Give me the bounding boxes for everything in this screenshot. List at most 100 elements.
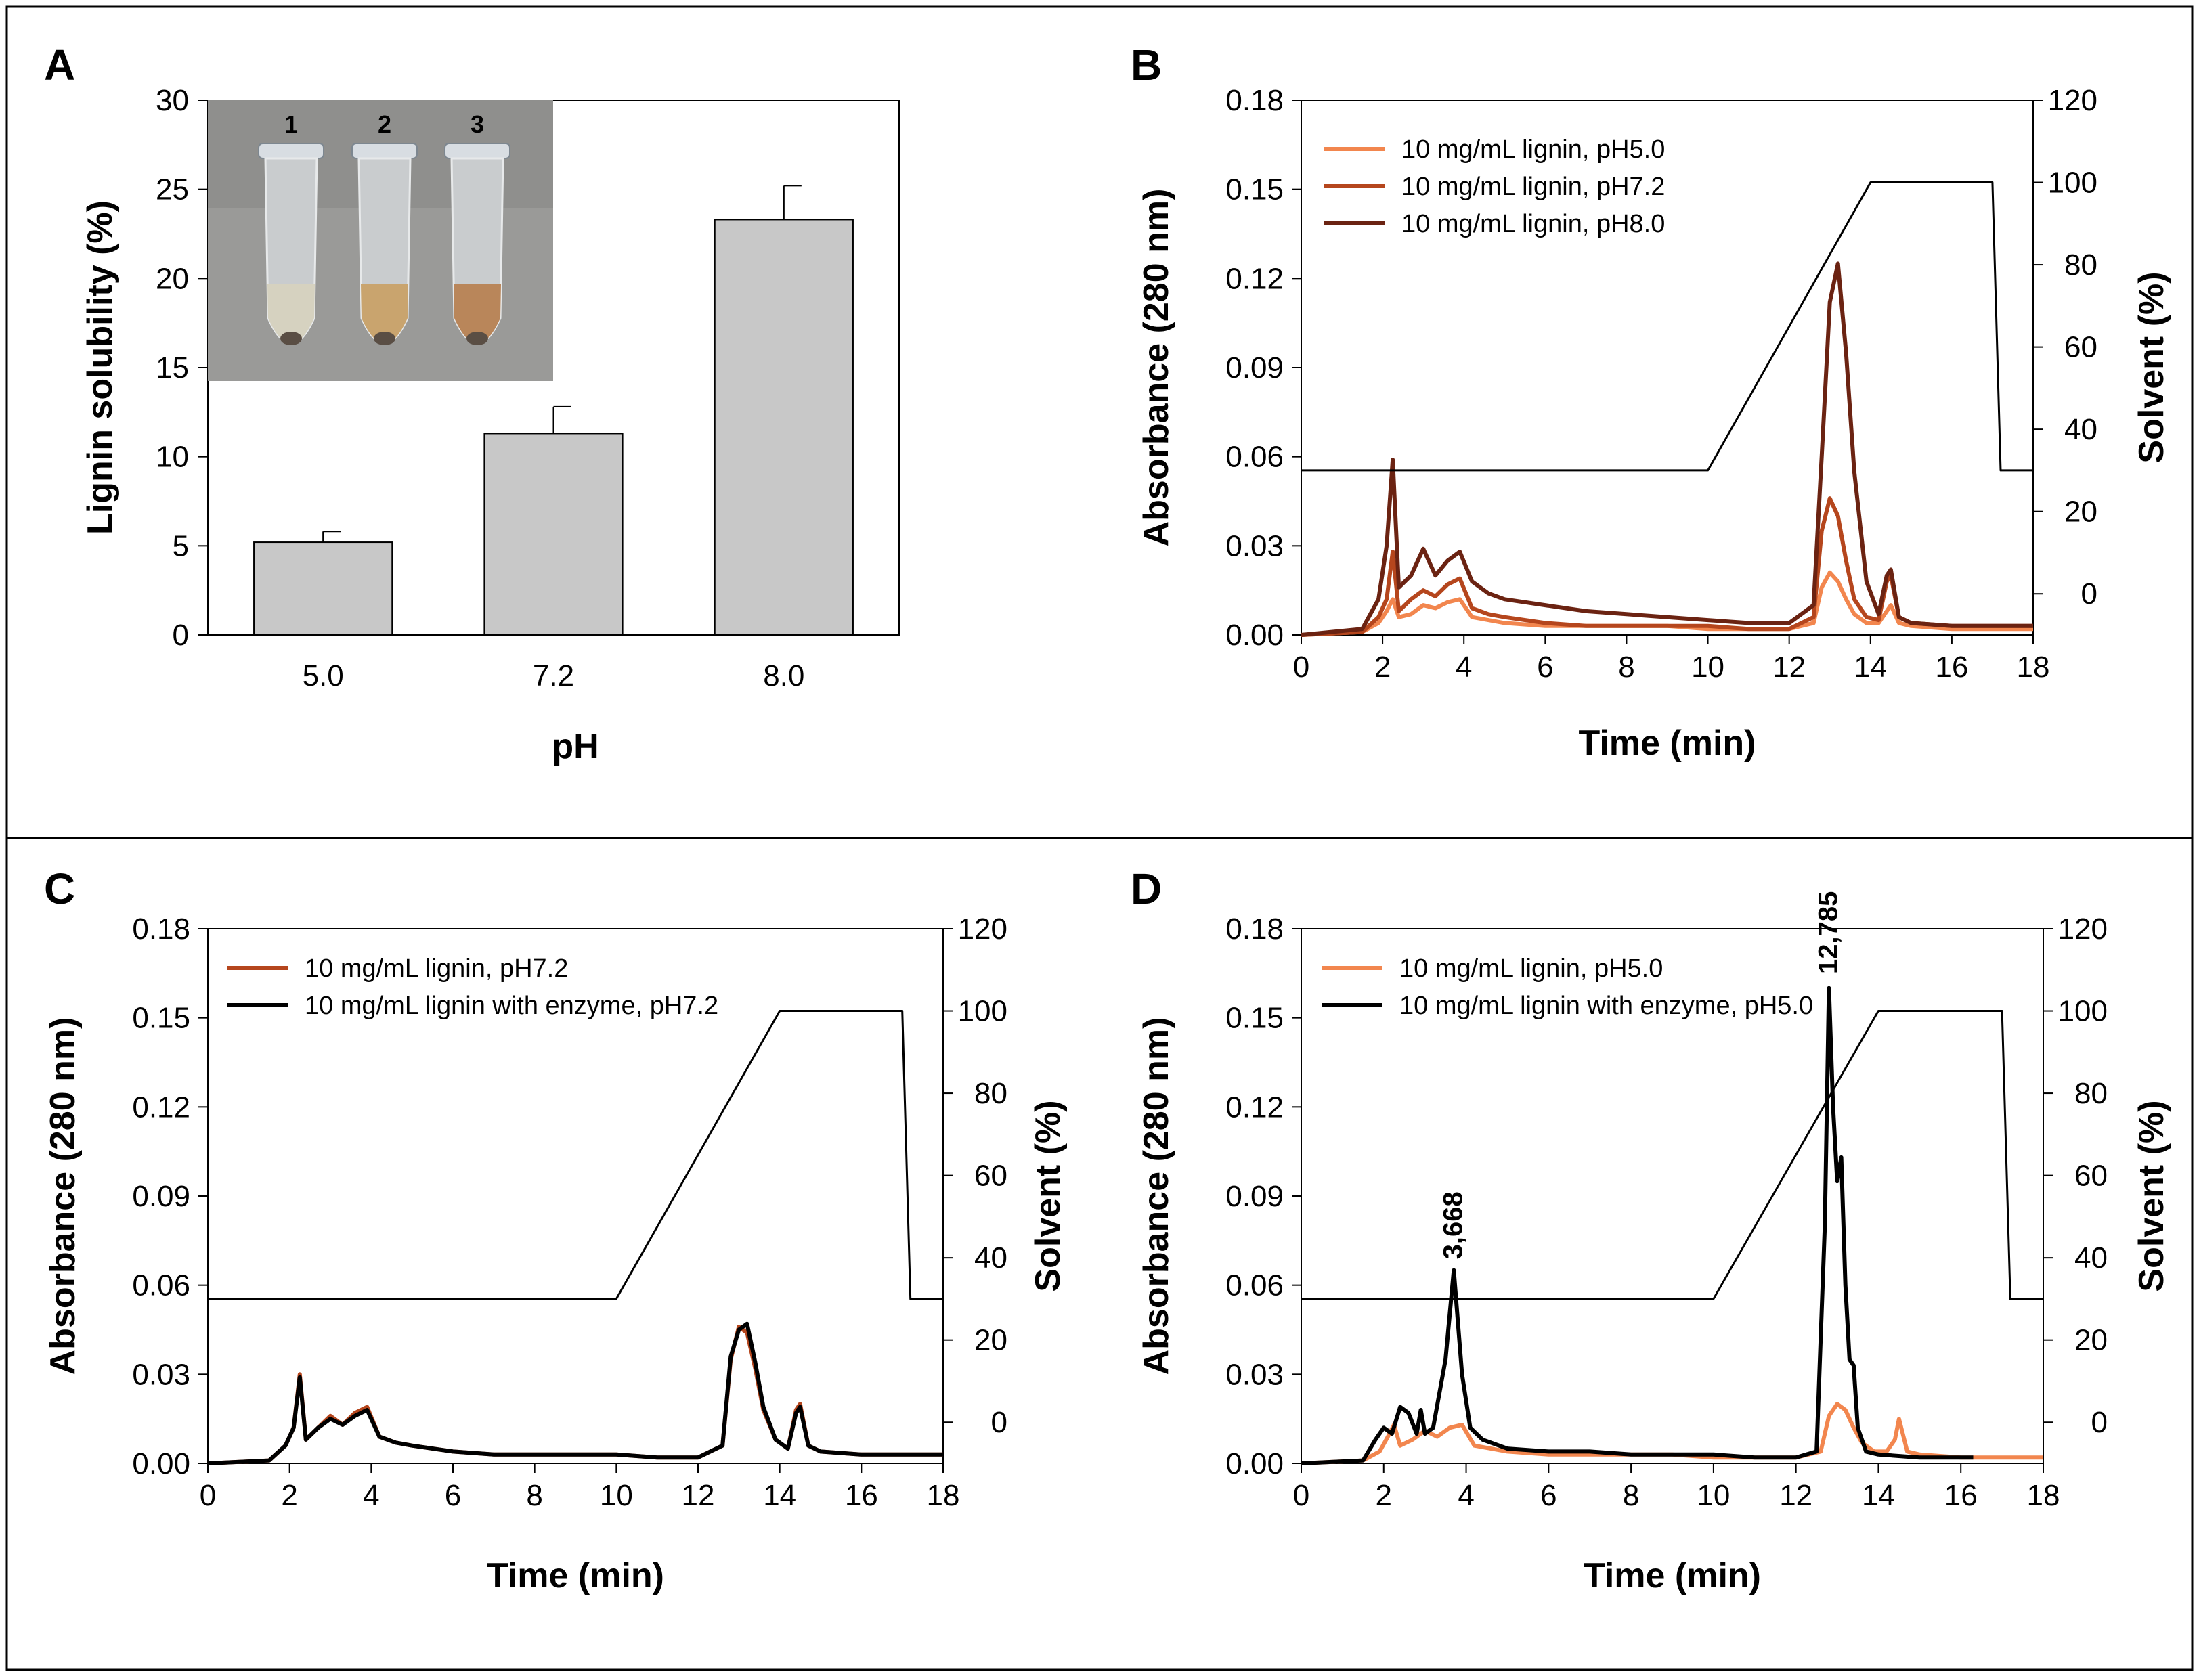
x-tick-label: 16 — [1935, 650, 1968, 684]
panel-letter-b: B — [1131, 41, 1162, 89]
y2-tick-label: 40 — [2064, 413, 2097, 446]
panel-a-chart: 5.0 7.2 8.0 0 5 10 15 20 25 30 pH Lignin solubility… — [81, 84, 900, 766]
y-tick-label: 25 — [156, 173, 189, 206]
tube-label: 3 — [471, 110, 484, 138]
y-tick-label: 20 — [156, 262, 189, 295]
y-tick-label: 30 — [156, 84, 189, 117]
y-tick-label: 0.18 — [1225, 84, 1284, 117]
y2-tick-label: 60 — [2074, 1159, 2108, 1193]
y-axis-title: Absorbance (280 nm) — [43, 1017, 83, 1375]
y-tick-label: 0.09 — [1225, 351, 1284, 384]
panel-d-chart: 0 2 4 6 8 10 12 14 16 18 0.00 0.03 0.06 0.09 0.12 0.15 0… — [1137, 891, 2171, 1595]
y2-tick-label: 20 — [974, 1324, 1007, 1357]
y-tick-label: 0.03 — [132, 1358, 190, 1391]
bar-5.0 — [253, 541, 393, 636]
y2-tick-label: 60 — [974, 1159, 1007, 1193]
x-tick-label: 16 — [1944, 1479, 1978, 1512]
y-axis-title: Absorbance (280 nm) — [1137, 189, 1176, 547]
y2-axis-title: Solvent (%) — [2132, 1100, 2171, 1291]
tube-3: 3 — [444, 110, 510, 345]
y-tick-label: 0.12 — [1225, 1090, 1284, 1124]
y-tick-label: 0.06 — [1225, 441, 1284, 474]
panel-a: A 5.0 7.2 8.0 0 5 10 15 20 25 30 pH Lignin solubili… — [44, 41, 900, 766]
tube-liquid — [361, 284, 408, 344]
y-tick-label: 5 — [173, 529, 189, 562]
series-line-0 — [207, 1325, 943, 1465]
y2-tick-label: 100 — [2048, 167, 2097, 200]
tube-cap — [351, 143, 418, 159]
x-tick-label: 0 — [1293, 650, 1309, 684]
legend-label: 10 mg/mL lignin, pH8.0 — [1401, 210, 1665, 238]
y2-tick-label: 100 — [2058, 995, 2108, 1028]
x-tick-label: 0 — [200, 1479, 216, 1512]
y2-tick-label: 0 — [991, 1406, 1007, 1439]
x-tick-label: 10 — [1691, 650, 1724, 684]
tube-pellet — [466, 332, 488, 345]
x-tick-label: 18 — [927, 1479, 960, 1512]
x-tick-label: 2 — [1374, 650, 1391, 684]
y-tick-label: 0.09 — [1225, 1180, 1284, 1213]
bar-7.2 — [483, 433, 624, 636]
series-line-2 — [1301, 261, 2033, 637]
x-axis-title: Time (min) — [487, 1556, 664, 1595]
y-tick-label: 0.15 — [1225, 173, 1284, 206]
y2-tick-label: 0 — [2081, 577, 2097, 611]
x-tick-label: 12 — [682, 1479, 715, 1512]
x-tick-label: 7.2 — [533, 659, 574, 692]
legend-label: 10 mg/mL lignin, pH7.2 — [305, 954, 568, 983]
y2-tick-label: 80 — [2064, 248, 2097, 282]
y2-tick-label: 80 — [2074, 1077, 2108, 1110]
tube-liquid — [454, 284, 501, 344]
y-axis-title: Lignin solubility (%) — [81, 200, 120, 535]
x-tick-label: 2 — [1376, 1479, 1392, 1512]
y-tick-label: 15 — [156, 351, 189, 384]
tube-label: 1 — [284, 110, 298, 138]
y-tick-label: 0.00 — [1225, 1447, 1284, 1480]
y2-tick-label: 40 — [2074, 1241, 2108, 1275]
panel-d: D 0 2 4 6 8 10 12 14 16 18 0.00 0.03 0.06 0.09 0.12 0.1… — [1131, 864, 2171, 1595]
legend-label: 10 mg/mL lignin with enzyme, pH5.0 — [1399, 992, 1813, 1020]
x-tick-label: 4 — [363, 1479, 379, 1512]
peak-annotation: 12,785 — [1813, 891, 1843, 974]
x-tick-label: 12 — [1779, 1479, 1812, 1512]
tube-label: 2 — [378, 110, 391, 138]
y2-tick-label: 20 — [2074, 1324, 2108, 1357]
y-tick-label: 0 — [173, 619, 189, 652]
legend-label: 10 mg/mL lignin, pH5.0 — [1401, 135, 1665, 164]
peak-annotation: 3,668 — [1438, 1191, 1468, 1259]
x-tick-label: 16 — [845, 1479, 878, 1512]
tube-liquid — [267, 284, 315, 344]
x-tick-label: 8 — [1623, 1479, 1639, 1512]
solvent-gradient-line — [208, 1010, 943, 1300]
panel-c-chart: 0 2 4 6 8 10 12 14 16 18 0.00 0.03 0.06 0.09 0.12 0.15 0… — [43, 912, 1068, 1595]
y-tick-label: 0.18 — [1225, 912, 1284, 946]
x-tick-label: 0 — [1293, 1479, 1309, 1512]
x-tick-label: 4 — [1456, 650, 1472, 684]
y-tick-label: 0.00 — [1225, 619, 1284, 652]
tube-2: 2 — [351, 110, 418, 345]
y-tick-label: 0.15 — [1225, 1002, 1284, 1035]
y-tick-label: 0.03 — [1225, 1358, 1284, 1391]
legend-label: 10 mg/mL lignin, pH7.2 — [1401, 173, 1665, 201]
y-tick-label: 0.15 — [132, 1002, 190, 1035]
x-tick-label: 8.0 — [763, 659, 804, 692]
panel-b: B 0 2 4 6 8 10 12 14 16 18 0.00 0.03 0.06 0.09 0.12 0.1… — [1131, 41, 2171, 763]
x-tick-label: 5.0 — [303, 659, 344, 692]
y2-tick-label: 80 — [974, 1077, 1007, 1110]
x-tick-label: 8 — [1618, 650, 1634, 684]
y2-tick-label: 120 — [2048, 84, 2097, 117]
y2-tick-label: 100 — [958, 995, 1007, 1028]
y-tick-label: 0.09 — [132, 1180, 190, 1213]
inset-photo: 1 2 3 — [208, 100, 553, 381]
y2-tick-label: 60 — [2064, 331, 2097, 364]
x-tick-label: 12 — [1772, 650, 1806, 684]
x-tick-label: 6 — [1537, 650, 1553, 684]
x-tick-label: 2 — [281, 1479, 297, 1512]
x-tick-label: 8 — [526, 1479, 542, 1512]
panel-letter-d: D — [1131, 864, 1162, 913]
x-axis-title: pH — [552, 727, 598, 766]
tube-pellet — [280, 332, 302, 345]
y-tick-label: 0.18 — [132, 912, 190, 946]
y2-tick-label: 120 — [958, 912, 1007, 946]
